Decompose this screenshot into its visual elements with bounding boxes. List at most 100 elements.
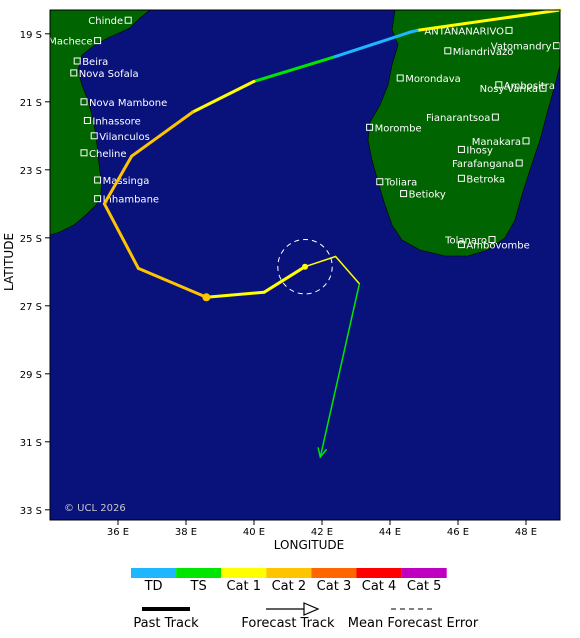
place-marker-icon — [124, 16, 132, 24]
lat-tick-label: 21 S — [20, 98, 42, 109]
place-marker-icon — [94, 37, 102, 45]
place-label: Morombe — [375, 123, 422, 134]
place-marker-icon — [457, 145, 465, 153]
lon-tick-label: 48 E — [515, 527, 537, 538]
past-track-segment — [304, 255, 337, 268]
past-track-segment — [102, 154, 134, 206]
place-label: Ambovombe — [466, 241, 529, 252]
place-label: Farafangana — [452, 159, 514, 170]
past-track-segment — [252, 56, 334, 83]
place-marker-icon — [444, 47, 452, 55]
place-label: Tolanaro — [444, 236, 487, 247]
legend-swatch — [356, 568, 402, 578]
forecast-error-circle — [277, 239, 333, 295]
past-track-segment — [130, 110, 195, 158]
lon-tick-label: 46 E — [447, 527, 469, 538]
forecast-track-segment — [319, 283, 361, 458]
lat-tick-label: 23 S — [20, 166, 42, 177]
legend-category-label: TS — [190, 579, 207, 594]
place-marker-icon — [70, 69, 78, 77]
legend-category-label: Cat 5 — [407, 579, 442, 594]
place-marker-icon — [94, 195, 102, 203]
storm-track — [102, 8, 562, 459]
place-marker-icon — [495, 81, 503, 89]
x-axis-title: LONGITUDE — [274, 538, 344, 552]
lat-tick-label: 33 S — [20, 506, 42, 517]
lon-tick-label: 40 E — [243, 527, 265, 538]
lat-tick-label: 19 S — [20, 30, 42, 41]
past-track-segment — [262, 265, 307, 294]
place-marker-icon — [539, 84, 547, 92]
legend-category-label: Cat 4 — [362, 579, 397, 594]
legend-category-label: TD — [144, 579, 163, 594]
lon-tick-label: 42 E — [311, 527, 333, 538]
lat-tick-label: 31 S — [20, 438, 42, 449]
place-label: Vatomandry — [491, 42, 552, 53]
place-label: Betroka — [466, 174, 505, 185]
axis-ticks: 36 E 38 E 40 E 42 E 44 E 46 E 48 E 19 S 21 S 23 S… — [20, 30, 537, 538]
place-label: Beira — [82, 57, 108, 68]
track-position-dot — [302, 263, 308, 270]
place-marker-icon — [491, 113, 499, 121]
place-label: Morondava — [405, 74, 461, 85]
forecast-error-legend-label: Mean Forecast Error — [348, 616, 479, 631]
forecast-arrow-icon — [303, 602, 320, 616]
place-label: Toliara — [384, 178, 417, 189]
past-track-segment — [191, 79, 256, 114]
place-label: ANTANANARIVO — [424, 26, 504, 37]
place-label: Vilanculos — [99, 132, 150, 143]
place-marker-icon — [457, 174, 465, 182]
place-marker-icon — [522, 137, 530, 145]
y-axis-title: LATITUDE — [2, 233, 16, 291]
place-label: Cheline — [89, 149, 127, 160]
place-marker-icon — [505, 26, 513, 34]
place-marker-icon — [83, 117, 91, 124]
place-marker-icon — [488, 236, 496, 243]
place-label: Massinga — [103, 176, 150, 187]
place-marker-icon — [90, 132, 98, 140]
forecast-arrowhead-icon — [317, 447, 328, 459]
legend-category-label: Cat 3 — [317, 579, 352, 594]
place-label: Machece — [48, 37, 92, 48]
place-marker-icon — [515, 159, 523, 167]
place-marker-icon — [73, 57, 81, 65]
forecast-track-legend-label: Forecast Track — [241, 616, 335, 631]
place-label: Fianarantsoa — [426, 113, 490, 124]
place-label: Miandrivazo — [453, 47, 514, 58]
place-marker-icon — [396, 74, 404, 82]
place-marker-icon — [366, 123, 374, 131]
lat-tick-label: 29 S — [20, 370, 42, 381]
mozambique-landmass — [49, 9, 151, 236]
madagascar-landmass — [367, 9, 561, 257]
legend-swatch — [131, 568, 177, 578]
place-label: Ambositra — [504, 81, 555, 92]
place-label: Nosy-Varika — [480, 84, 538, 95]
place-label: Betioky — [409, 190, 446, 201]
legend-swatch — [311, 568, 357, 578]
past-track-segment — [415, 8, 562, 32]
land-layer — [49, 9, 561, 257]
lat-tick-label: 27 S — [20, 302, 42, 313]
copyright-text: © UCL 2026 — [64, 503, 126, 514]
place-marker-icon — [80, 149, 88, 157]
place-marker-icon — [376, 178, 384, 186]
past-track-segment — [334, 255, 361, 285]
lon-tick-label: 36 E — [107, 527, 129, 538]
place-label: Manakara — [472, 137, 521, 148]
place-label: Chinde — [88, 16, 123, 27]
lat-tick-label: 25 S — [20, 234, 42, 245]
category-legend: TD TS Cat 1 Cat 2 Cat 3 Cat 4 Cat 5 — [131, 568, 447, 594]
past-track-segment — [204, 290, 266, 299]
legend-swatch — [176, 568, 222, 578]
place-label: Inhambane — [103, 195, 159, 206]
lon-tick-label: 44 E — [379, 527, 401, 538]
place-marker-icon — [94, 176, 102, 184]
place-label: Nova Mambone — [89, 98, 167, 109]
legend-swatch — [266, 568, 312, 578]
place-marker-icon — [80, 98, 88, 106]
lon-tick-label: 38 E — [175, 527, 197, 538]
past-track-legend-label: Past Track — [133, 616, 199, 631]
past-track-segment — [330, 30, 412, 60]
